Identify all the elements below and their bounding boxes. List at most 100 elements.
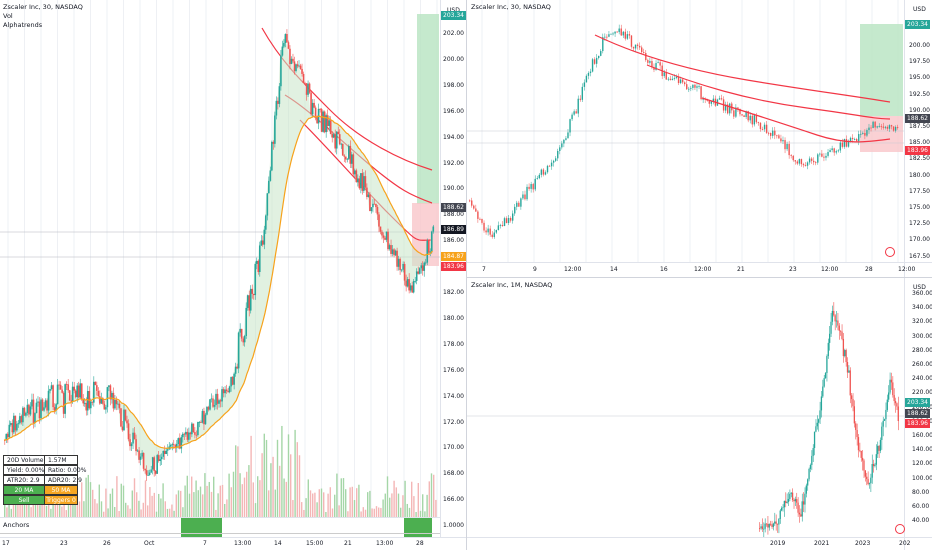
volume-bar (166, 508, 169, 517)
volume-bar (334, 494, 336, 517)
candle-body (806, 162, 809, 166)
volume-bar (232, 471, 235, 517)
volume-bar (147, 505, 149, 517)
left-y-tick-label: 186.00 (443, 237, 464, 245)
candle-body (808, 158, 811, 163)
rt-x-tick-label: 12:00 (694, 266, 712, 273)
volume-bar (241, 484, 243, 517)
left-currency-label: USD (447, 7, 460, 14)
candle-body (753, 115, 756, 125)
volume-bar (10, 508, 12, 517)
volume-bar (206, 485, 208, 517)
candle-body (200, 422, 202, 423)
candle-body (127, 423, 130, 440)
candle-body (872, 121, 874, 128)
candle-body (876, 126, 878, 128)
candle-body (626, 34, 629, 39)
candle-body (886, 126, 889, 129)
badge-low-price: 183.96 (441, 262, 466, 271)
pane-divider-horizontal[interactable] (467, 277, 932, 278)
candle-body (367, 194, 370, 197)
left-x-tick-label: Oct (144, 540, 155, 547)
volume-indicator-label[interactable]: Vol (3, 12, 13, 20)
candle-body (767, 132, 770, 134)
candle-body (567, 132, 569, 139)
candle-body (877, 445, 879, 455)
rt-x-tick-label: 7 (482, 266, 486, 273)
candle-body (257, 260, 260, 272)
volume-bar (292, 500, 294, 517)
candle-body (391, 249, 394, 254)
volume-bar (307, 479, 309, 517)
volume-bar (316, 502, 318, 517)
candle-body (43, 407, 45, 411)
candle-body (390, 245, 392, 254)
rb-flash-icon[interactable] (895, 524, 905, 534)
candle-body (671, 78, 674, 81)
left-y-tick-label: 196.00 (443, 107, 464, 115)
right-bottom-time-axis[interactable] (467, 537, 932, 550)
left-price-chart[interactable] (0, 0, 440, 517)
candle-body (544, 172, 547, 175)
candle-body (794, 160, 796, 162)
candle-body (771, 524, 773, 527)
candle-body (856, 430, 858, 438)
right-top-chart-pane[interactable]: Zscaler Inc, 30, NASDAQ USD 200.00 197.50… (467, 0, 932, 277)
candle-body (839, 142, 842, 151)
left-y-tick-label: 194.00 (443, 133, 464, 141)
candle-body (720, 98, 723, 100)
volume-bar (173, 510, 175, 517)
candle-body (16, 423, 18, 431)
volume-bar (120, 483, 122, 517)
candle-body (415, 271, 418, 281)
right-bottom-price-chart[interactable] (467, 278, 904, 537)
volume-bar (177, 490, 180, 517)
candle-body (737, 107, 739, 109)
left-y-tick-label: 188.00 (443, 211, 464, 219)
badge-top-price: 203.34 (441, 11, 466, 20)
volume-bar (323, 492, 325, 517)
candle-body (421, 265, 424, 271)
right-top-time-axis[interactable] (467, 262, 932, 277)
volume-bar (140, 509, 142, 517)
candle-body (831, 310, 834, 322)
candle-body (794, 499, 796, 502)
volume-bar (210, 491, 213, 517)
candle-body (550, 162, 553, 167)
candle-body (142, 452, 145, 469)
rt-x-tick-label: 9 (533, 266, 537, 273)
left-chart-pane[interactable]: Zscaler Inc, 30, NASDAQ Vol Alphatrends … (0, 0, 466, 550)
candle-body (370, 207, 373, 212)
volume-bar (188, 493, 191, 517)
volume-bar (122, 485, 125, 517)
pane-divider-vertical[interactable] (466, 0, 467, 550)
left-y-tick-label: 190.00 (443, 185, 464, 193)
candle-body (86, 390, 89, 411)
rt-flash-icon[interactable] (885, 247, 895, 257)
candle-body (493, 232, 495, 237)
alphatrends-indicator-label[interactable]: Alphatrends (3, 21, 43, 29)
candle-body (796, 499, 798, 503)
candle-body (718, 98, 721, 100)
candle-body (779, 510, 781, 519)
right-top-price-chart[interactable] (467, 0, 904, 262)
volume-bar (301, 502, 303, 517)
anchors-pane[interactable]: Anchors (0, 517, 466, 538)
right-top-price-axis[interactable]: USD (904, 0, 932, 277)
volume-bar (15, 500, 17, 517)
volume-bar (199, 486, 202, 517)
left-time-axis[interactable] (0, 537, 466, 550)
rb-y-tick-label: 300.00 (912, 332, 932, 340)
volume-bar (336, 473, 338, 517)
volume-bar (103, 511, 105, 517)
candle-body (429, 251, 432, 253)
volume-bar (272, 456, 274, 517)
ratio-label: Ratio: 0.00% (44, 465, 86, 475)
candle-body (41, 399, 44, 411)
volume-bar (182, 507, 184, 517)
candle-body (819, 410, 821, 420)
right-bottom-chart-pane[interactable]: Zscaler Inc, 1M, NASDAQ USD 360.00 340.00… (467, 278, 932, 550)
candle-body (156, 455, 158, 474)
rt-x-tick-label: 12:00 (898, 266, 916, 273)
left-y-tick-label: 168.00 (443, 470, 464, 478)
